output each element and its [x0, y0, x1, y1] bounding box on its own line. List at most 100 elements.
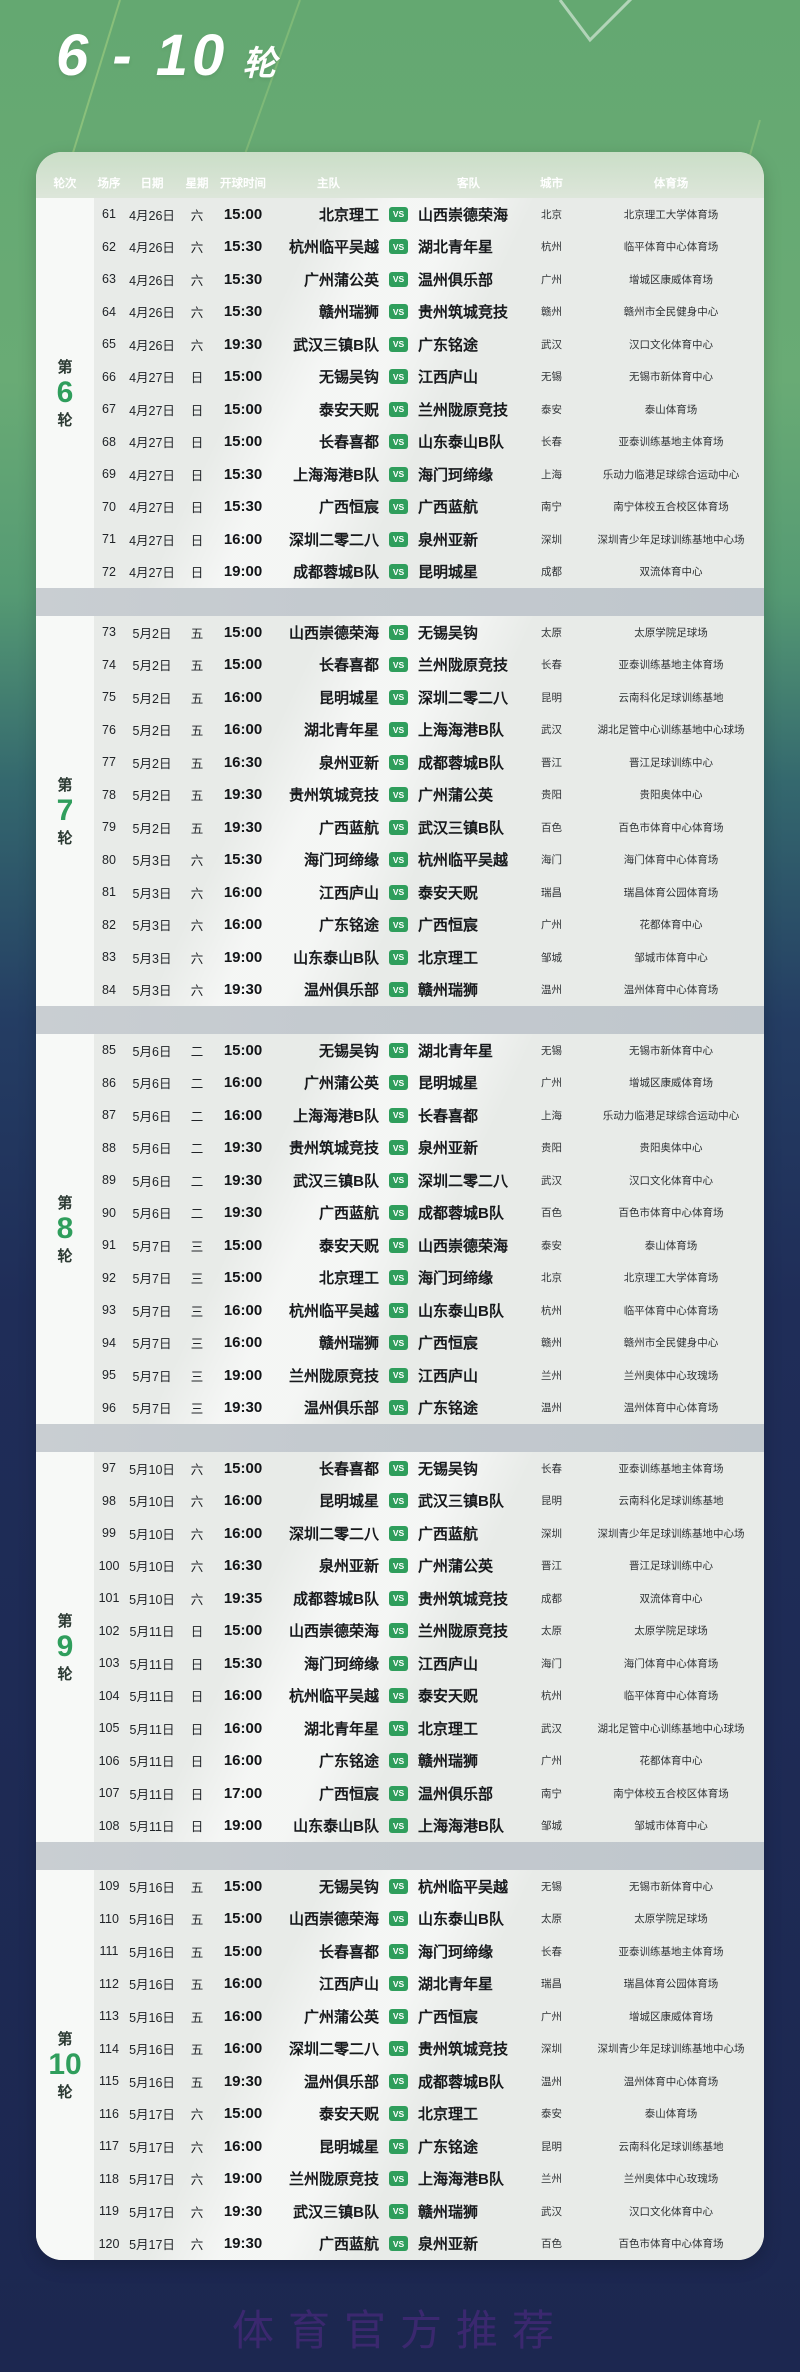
match-date: 5月10日: [129, 1495, 175, 1510]
stadium-name: 深圳青少年足球训练基地中心场: [597, 1527, 745, 1540]
match-row-120: 120 5月17日六 19:30 广西蓝航 VS 泉州亚新 百色 百色市体育中心体育场: [36, 2228, 764, 2261]
match-number: 85: [102, 1043, 116, 1058]
match-row-81: 81 5月3日 六 16:00 江西庐山 VS 泰安天贶 瑞昌 瑞昌体育公园体育场: [36, 876, 764, 909]
away-team-name: 广东铭途: [418, 2138, 479, 2156]
match-row-105: 105 5月11日日 16:00 湖北青年星 VS 北京理工 武汉 湖北足管中心训练基地中心球…: [36, 1712, 764, 1745]
match-row-69: 69 4月27日日 15:30 上海海港B队 VS 海门珂缔缘 上海 乐动力临港足球综合运动中…: [36, 458, 764, 491]
match-number: 111: [99, 1944, 119, 1959]
city-name: 长春: [541, 659, 562, 672]
vs-badge: VS: [389, 1367, 408, 1383]
match-number: 80: [102, 852, 116, 867]
stadium-name: 邹城市体育中心: [634, 1820, 708, 1833]
match-number: 64: [102, 304, 116, 319]
kickoff-time: 16:00: [223, 530, 263, 548]
match-row-101: 101 5月10日六 19:35 成都蓉城B队 VS 贵州筑城竞技 成都 双流体育中心: [36, 1582, 764, 1615]
kickoff-time: 16:00: [223, 1492, 263, 1510]
match-row-83: 83 5月3日 六 19:00 山东泰山B队 VS 北京理工 邹城 邹城市体育中心: [36, 941, 764, 974]
away-team-name: 泰安天贶: [418, 884, 479, 902]
match-number: 61: [102, 207, 116, 222]
stadium-name: 亚泰训练基地主体育场: [618, 1462, 724, 1475]
stadium-name: 云南科化足球训练基地: [618, 2140, 724, 2153]
vs-badge: VS: [389, 1460, 408, 1476]
match-row-103: 103 5月11日日 15:30 海门珂缔缘 VS 江西庐山 海门 海门体育中心体育场: [36, 1647, 764, 1680]
stadium-name: 瑞昌体育公园体育场: [623, 886, 719, 899]
vs-badge: VS: [389, 1042, 408, 1058]
match-row-117: 117 5月17日六 16:00 昆明城星 VS 广东铭途 昆明 云南科化足球训练基地: [36, 2130, 764, 2163]
kickoff-time: 15:00: [223, 205, 263, 223]
away-team-name: 山西崇德荣海: [418, 206, 509, 224]
home-team-name: 成都蓉城B队: [293, 1590, 379, 1608]
match-date: 4月27日: [129, 566, 175, 581]
vs-badge: VS: [389, 434, 408, 450]
stadium-name: 汉口文化体育中心: [629, 2205, 713, 2218]
match-number: 115: [99, 2074, 119, 2089]
match-date: 5月3日: [132, 886, 172, 901]
round-number: 6: [56, 376, 74, 409]
match-number: 72: [102, 564, 116, 579]
match-weekday: 五: [190, 724, 204, 739]
home-team-name: 广州蒲公英: [303, 271, 379, 289]
match-weekday: 六: [190, 2108, 204, 2123]
vs-badge: VS: [389, 1270, 408, 1286]
match-weekday: 日: [190, 1722, 204, 1737]
stadium-name: 双流体育中心: [639, 1592, 703, 1605]
match-date: 5月16日: [129, 1880, 175, 1895]
stadium-name: 亚泰训练基地主体育场: [618, 659, 724, 672]
home-team-name: 昆明城星: [318, 689, 379, 707]
stadium-name: 无锡市新体育中心: [629, 371, 713, 384]
home-team-name: 长春喜都: [318, 434, 379, 452]
kickoff-time: 17:00: [223, 1784, 263, 1802]
match-row-94: 94 5月7日 三 16:00 赣州瑞狮 VS 广西恒宸 赣州 赣州市全民健身中心: [36, 1327, 764, 1360]
vs-badge: VS: [389, 1943, 408, 1959]
away-team-name: 成都蓉城B队: [418, 2073, 504, 2091]
away-team-name: 温州俱乐部: [418, 271, 494, 289]
away-team-name: 北京理工: [418, 949, 479, 967]
match-number: 83: [102, 950, 116, 965]
away-team-name: 兰州陇原竞技: [418, 401, 509, 419]
match-row-71: 71 4月27日日 16:00 深圳二零二八 VS 泉州亚新 深圳 深圳青少年足球训练基地中心…: [36, 523, 764, 556]
match-number: 76: [102, 722, 116, 737]
vs-badge: VS: [389, 787, 408, 803]
kickoff-time: 16:00: [223, 688, 263, 706]
match-row-99: 99 5月10日六 16:00 深圳二零二八 VS 广西蓝航 深圳 深圳青少年足球训练基地中心…: [36, 1517, 764, 1550]
away-team-name: 兰州陇原竞技: [418, 1623, 509, 1641]
match-weekday: 日: [190, 533, 204, 548]
match-number: 98: [102, 1493, 116, 1508]
vs-badge: VS: [389, 1590, 408, 1606]
vs-badge: VS: [389, 1525, 408, 1541]
away-team-name: 海门珂缔缘: [418, 1943, 494, 1961]
match-row-114: 114 5月16日五 16:00 深圳二零二八 VS 贵州筑城竞技 深圳 深圳青少年足球训练基…: [36, 2033, 764, 2066]
match-date: 4月26日: [129, 338, 175, 353]
match-date: 4月27日: [129, 436, 175, 451]
match-date: 5月11日: [129, 1755, 175, 1770]
home-team-name: 赣州瑞狮: [318, 304, 379, 322]
match-row-107: 107 5月11日日 17:00 广西恒宸 VS 温州俱乐部 南宁 南宁体校五合校区体育场: [36, 1777, 764, 1810]
round-label-suffix: 轮: [57, 1248, 73, 1265]
away-team-name: 上海海港B队: [418, 1818, 504, 1836]
away-team-name: 武汉三镇B队: [418, 819, 504, 837]
vs-badge: VS: [389, 624, 408, 640]
home-team-name: 广州蒲公英: [303, 1075, 379, 1093]
kickoff-time: 16:00: [223, 1524, 263, 1542]
vs-badge: VS: [389, 917, 408, 933]
round-number: 7: [56, 794, 74, 827]
match-number: 97: [102, 1461, 116, 1476]
away-team-name: 贵州筑城竞技: [418, 1590, 509, 1608]
watermark-text: 体育官方推荐: [231, 2309, 568, 2355]
kickoff-time: 16:30: [223, 753, 263, 771]
match-row-119: 119 5月17日六 19:30 武汉三镇B队 VS 赣州瑞狮 武汉 汉口文化体育中心: [36, 2195, 764, 2228]
kickoff-time: 19:00: [223, 2170, 263, 2188]
home-team-name: 武汉三镇B队: [293, 1172, 379, 1190]
match-weekday: 日: [190, 403, 204, 418]
home-team-name: 无锡吴钩: [318, 369, 379, 387]
home-team-name: 温州俱乐部: [303, 982, 379, 1000]
city-name: 武汉: [541, 2205, 562, 2218]
kickoff-time: 15:30: [223, 270, 263, 288]
away-team-name: 温州俱乐部: [418, 1785, 494, 1803]
stadium-name: 温州体育中心体育场: [623, 2075, 719, 2088]
away-team-name: 深圳二零二八: [418, 689, 509, 707]
match-number: 84: [102, 982, 116, 997]
away-team-name: 贵州筑城竞技: [418, 2041, 509, 2059]
vs-badge: VS: [389, 1688, 408, 1704]
city-name: 晋江: [541, 1560, 562, 1573]
